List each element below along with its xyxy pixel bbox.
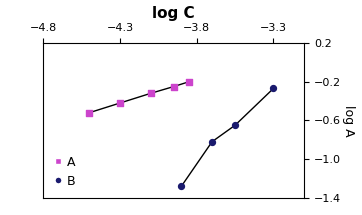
Point bbox=[87, 111, 92, 114]
Point bbox=[232, 123, 238, 127]
Point bbox=[209, 140, 215, 143]
Point bbox=[178, 184, 184, 188]
Point bbox=[270, 87, 276, 90]
Legend: A, B: A, B bbox=[50, 152, 80, 192]
Point bbox=[186, 80, 192, 83]
Point bbox=[148, 92, 153, 95]
Point bbox=[171, 85, 177, 88]
Y-axis label: log A: log A bbox=[342, 104, 355, 136]
Title: log C: log C bbox=[152, 6, 195, 21]
Point bbox=[117, 101, 123, 105]
